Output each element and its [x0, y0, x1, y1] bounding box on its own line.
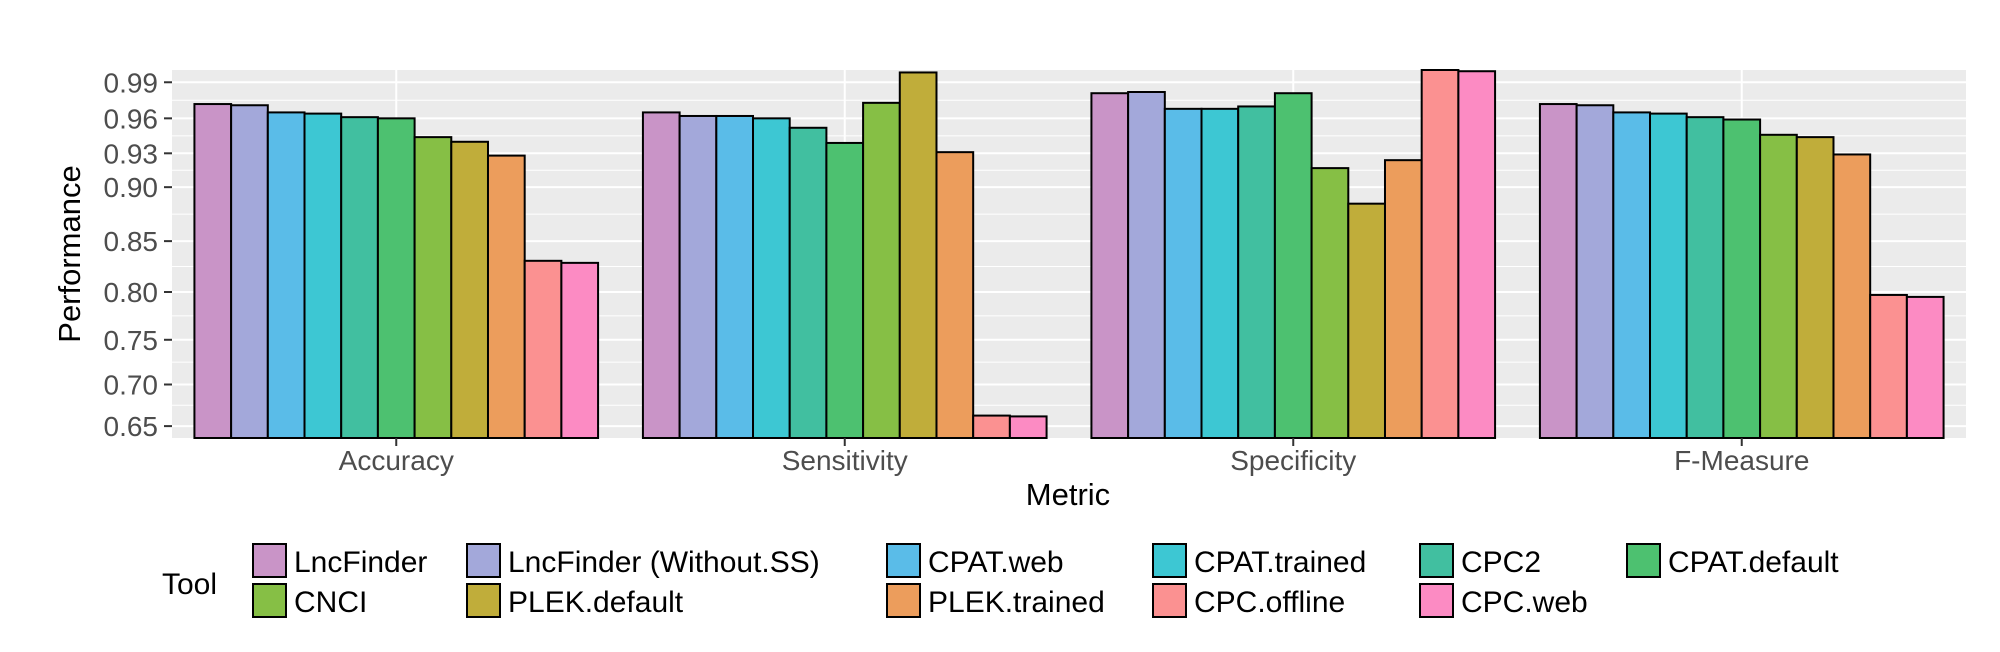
legend-label: CPAT.trained: [1194, 546, 1366, 579]
bar: [486, 154, 526, 439]
bars: [193, 69, 1945, 440]
y-tick-label: 0.80: [104, 277, 159, 308]
y-tick-label: 0.93: [104, 138, 159, 169]
bar: [560, 261, 600, 439]
legend-title: Tool: [162, 568, 217, 601]
x-tick-label: Specificity: [1230, 445, 1356, 476]
y-tick-label: 0.99: [104, 67, 159, 98]
bar: [376, 117, 416, 440]
bar: [1869, 293, 1908, 439]
bar: [1090, 92, 1130, 439]
legend-label: CPC.web: [1461, 586, 1588, 619]
bar: [641, 111, 681, 440]
legend-label: CPC2: [1461, 546, 1541, 579]
bar: [1575, 104, 1615, 439]
bar: [972, 414, 1011, 440]
bar: [752, 117, 791, 440]
bar: [1347, 202, 1386, 439]
bar: [193, 103, 233, 439]
bar: [1612, 111, 1652, 440]
bar: [715, 114, 755, 439]
bar: [1722, 118, 1762, 439]
legend-key: [886, 583, 921, 618]
bar: [1127, 90, 1166, 439]
bar: [1832, 153, 1872, 439]
bar: [1310, 167, 1350, 439]
bar: [1538, 103, 1578, 439]
x-axis-title: Metric: [1026, 477, 1110, 512]
x-axis: Accuracy Sensitivity Specificity F-Measure: [339, 438, 1809, 476]
legend-key: [1419, 543, 1454, 578]
y-tick-label: 0.70: [104, 369, 159, 400]
bar: [1457, 70, 1497, 440]
legend-label: PLEK.trained: [928, 586, 1105, 619]
bar: [1905, 295, 1945, 439]
legend-label: CNCI: [294, 586, 367, 619]
legend-key: [1626, 543, 1661, 578]
legend: Tool LncFinder LncFinder (Without.SS) CPAT…: [162, 543, 1839, 619]
bar: [340, 116, 379, 439]
y-tick-label: 0.65: [104, 411, 159, 442]
y-tick-label: 0.75: [104, 325, 159, 356]
y-tick-label: 0.85: [104, 226, 159, 257]
y-axis-title: Performance: [52, 165, 87, 342]
bar: [1008, 415, 1048, 439]
bar: [523, 259, 563, 439]
legend-key: [252, 543, 287, 578]
bar: [1237, 105, 1276, 440]
bar: [788, 126, 828, 439]
legend-label: LncFinder (Without.SS): [508, 546, 820, 579]
bar: [1759, 133, 1798, 440]
bar: [1273, 92, 1313, 439]
bar: [1795, 136, 1835, 440]
legend-label: CPAT.web: [928, 546, 1064, 579]
bar: [1383, 159, 1423, 440]
legend-key: [466, 543, 501, 578]
bar: [230, 104, 269, 439]
bar: [266, 111, 306, 440]
bar: [1163, 107, 1203, 439]
bar: [898, 71, 938, 440]
bar: [1685, 116, 1725, 439]
x-tick-label: F-Measure: [1674, 445, 1809, 476]
legend-key: [252, 583, 287, 618]
bar: [678, 114, 718, 439]
legend-label: CPAT.default: [1668, 546, 1839, 579]
bar: [825, 141, 865, 439]
legend-key: [466, 583, 501, 618]
bar: [935, 151, 975, 440]
legend-key: [886, 543, 921, 578]
legend-key: [1419, 583, 1454, 618]
legend-label: PLEK.default: [508, 586, 684, 619]
y-tick-label: 0.90: [104, 172, 159, 203]
bar: [303, 112, 343, 440]
legend-key: [1152, 543, 1187, 578]
bar: [450, 140, 489, 439]
legend-label: LncFinder: [294, 546, 427, 579]
bar: [1420, 69, 1460, 439]
bar: [1200, 107, 1240, 439]
legend-key: [1152, 583, 1187, 618]
y-axis: 0.65 0.70 0.75 0.80 0.85 0.900.93 0.96 0.99: [104, 67, 172, 442]
bar: [1649, 112, 1688, 440]
legend-label: CPC.offline: [1194, 586, 1345, 619]
bar: [862, 101, 901, 439]
bar: [413, 136, 453, 440]
x-tick-label: Accuracy: [339, 445, 454, 476]
y-tick-label: 0.96: [104, 103, 159, 134]
x-tick-label: Sensitivity: [782, 445, 908, 476]
